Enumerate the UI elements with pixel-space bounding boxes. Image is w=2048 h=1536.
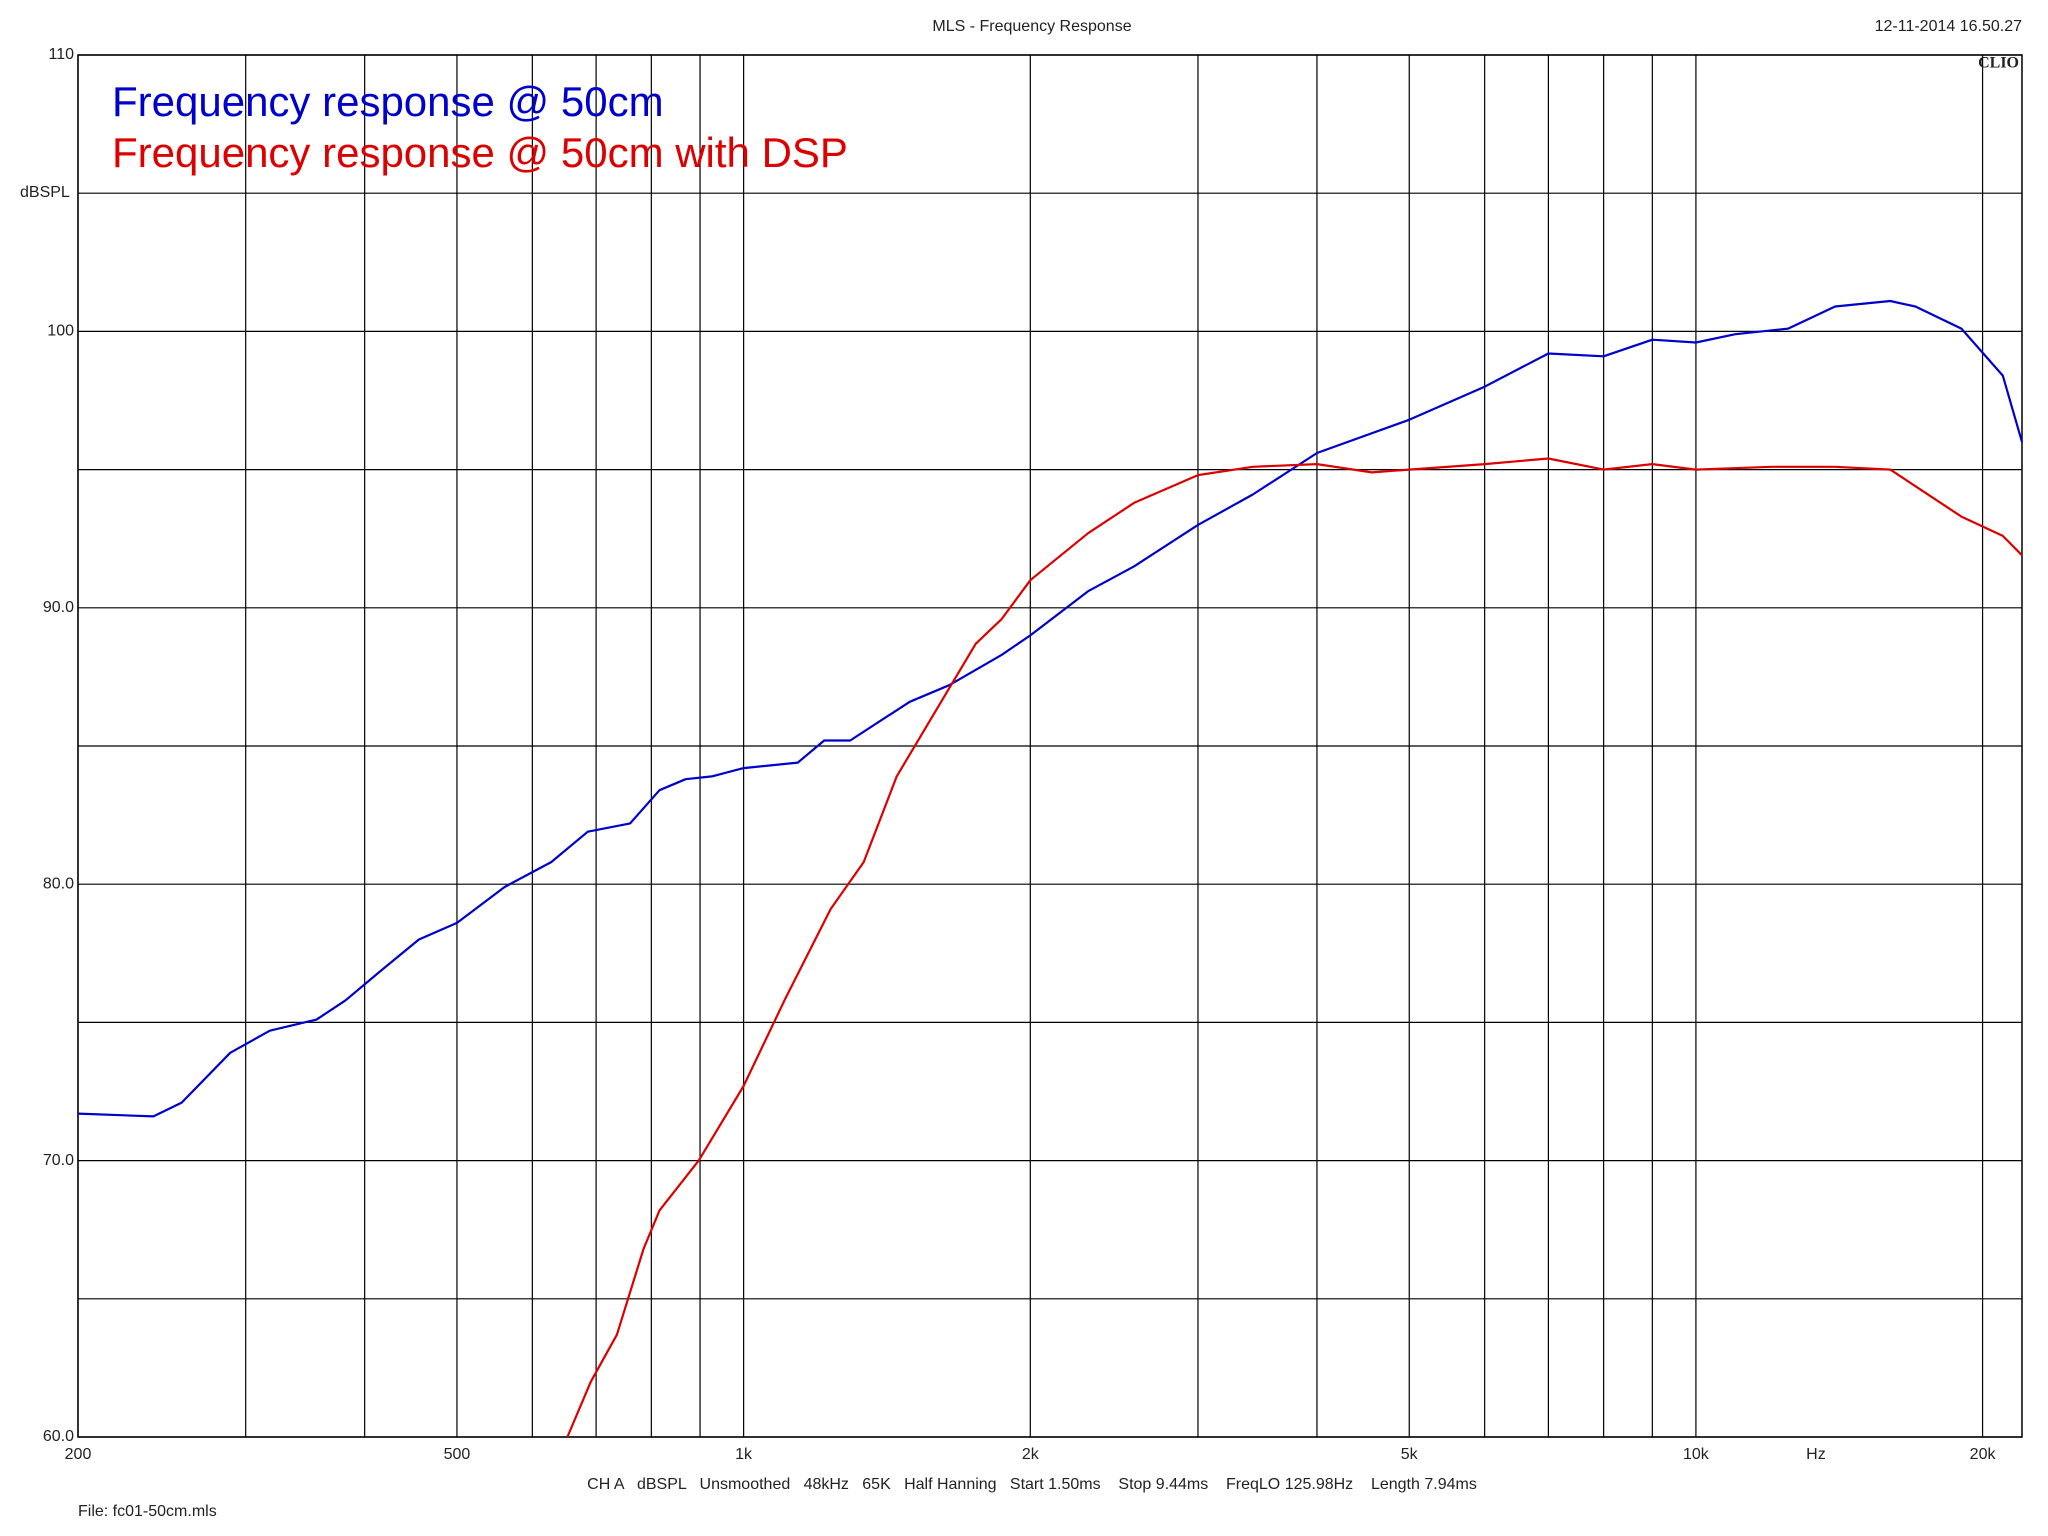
y-tick-label: 70.0 — [43, 1152, 74, 1169]
y-tick-label: 80.0 — [43, 875, 74, 892]
legend-entry: Frequency response @ 50cm — [112, 78, 664, 125]
x-tick-label: 10k — [1683, 1446, 1710, 1463]
file-name: File: fc01-50cm.mls — [78, 1503, 217, 1520]
y-tick-label: 90.0 — [43, 599, 74, 616]
brand: CLIO — [1978, 55, 2019, 72]
legend-entry: Frequency response @ 50cm with DSP — [112, 129, 848, 176]
plot-frame — [77, 54, 2023, 1438]
series-line — [77, 299, 2024, 1118]
y-axis-label: dBSPL — [20, 184, 70, 201]
x-tick-label: 20k — [1970, 1446, 1997, 1463]
timestamp: 12-11-2014 16.50.27 — [1875, 18, 2022, 35]
y-tick-label: 100 — [47, 323, 74, 340]
y-tick-label: 60.0 — [43, 1428, 74, 1445]
x-tick-label: 1k — [735, 1446, 753, 1463]
settings-line: CH A dBSPL Unsmoothed 48kHz 65K Half Han… — [587, 1476, 1477, 1493]
x-tick-label: 500 — [444, 1446, 471, 1463]
x-axis-label: Hz — [1806, 1446, 1826, 1463]
series-line — [566, 457, 2023, 1438]
x-tick-label: 200 — [65, 1446, 92, 1463]
y-tick-label: 110 — [48, 46, 74, 63]
chart-title: MLS - Frequency Response — [932, 18, 1131, 35]
x-tick-label: 5k — [1401, 1446, 1419, 1463]
x-tick-label: 2k — [1022, 1446, 1040, 1463]
